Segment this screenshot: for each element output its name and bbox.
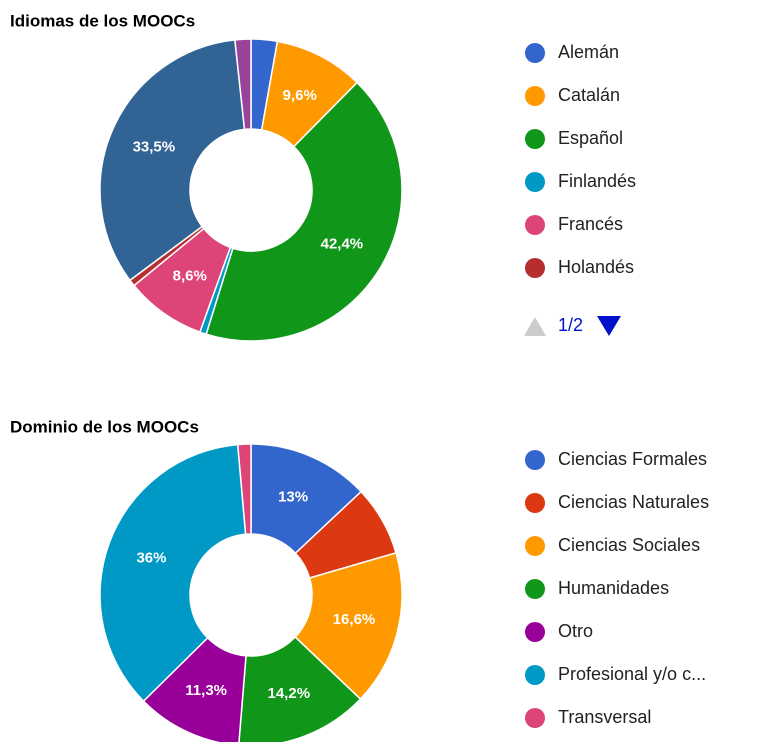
legend-label: Alemán <box>558 42 619 62</box>
legend-swatch <box>525 172 545 192</box>
slice <box>238 635 362 742</box>
legend-prev[interactable] <box>524 317 546 336</box>
legend-swatch <box>525 579 545 599</box>
slice-label: 16,6% <box>333 611 376 628</box>
legend-swatch <box>525 86 545 106</box>
legend-swatch <box>525 536 545 556</box>
legend-swatch <box>525 258 545 278</box>
legend-label: Ciencias Formales <box>558 449 707 469</box>
slice <box>236 443 252 536</box>
legend-label: Español <box>558 128 623 148</box>
legend-swatch <box>525 129 545 149</box>
legend-swatch <box>525 215 545 235</box>
legend-next[interactable] <box>597 316 621 336</box>
chart-title: Idiomas de los MOOCs <box>10 11 195 30</box>
legend-swatch <box>525 493 545 513</box>
legend-swatch <box>525 43 545 63</box>
slice <box>250 443 363 555</box>
legend-swatch <box>525 665 545 685</box>
slice <box>294 551 403 701</box>
legend-swatch <box>525 708 545 728</box>
legend-page: 1/2 <box>558 315 583 335</box>
legend-label: Transversal <box>558 707 651 727</box>
legend-label: Holandés <box>558 257 634 277</box>
legend-label: Ciencias Sociales <box>558 535 700 555</box>
slice <box>99 443 247 703</box>
legend-label: Profesional y/o c... <box>558 664 706 684</box>
slice-label: 13% <box>278 489 308 506</box>
slice <box>205 81 403 342</box>
legend-label: Otro <box>558 621 593 641</box>
legend-swatch <box>525 622 545 642</box>
slice <box>99 39 246 282</box>
legend-label: Francés <box>558 214 623 234</box>
slice-label: 33,5% <box>133 139 176 156</box>
chart-title: Dominio de los MOOCs <box>10 417 199 436</box>
legend-label: Catalán <box>558 85 620 105</box>
slice-label: 42,4% <box>321 235 364 252</box>
legend-label: Finlandés <box>558 171 636 191</box>
slice-label: 36% <box>136 549 166 566</box>
slice-label: 11,3% <box>185 682 227 699</box>
legend-label: Humanidades <box>558 578 669 598</box>
slice-label: 9,6% <box>283 87 317 104</box>
slice-label: 14,2% <box>268 685 311 702</box>
slice-label: 8,6% <box>173 268 207 285</box>
slice <box>234 38 252 131</box>
legend-label: Ciencias Naturales <box>558 492 709 512</box>
legend-swatch <box>525 450 545 470</box>
